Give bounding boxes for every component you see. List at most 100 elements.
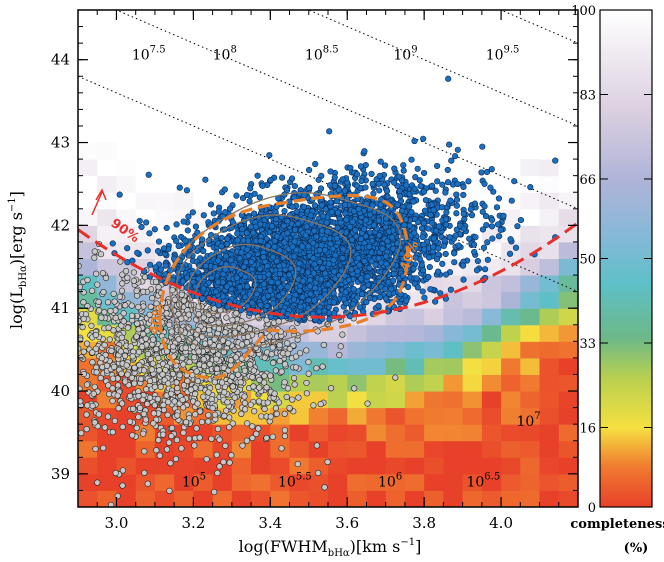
missed-point bbox=[337, 343, 344, 350]
missed-point bbox=[305, 370, 312, 377]
missed-point bbox=[104, 413, 112, 420]
heatmap-cell bbox=[539, 341, 560, 359]
missed-point bbox=[253, 430, 260, 438]
heatmap-cell bbox=[385, 457, 406, 475]
observed-point bbox=[362, 184, 369, 191]
missed-point bbox=[105, 324, 112, 331]
heatmap-cell bbox=[462, 324, 483, 342]
heatmap-cell bbox=[501, 225, 521, 243]
missed-point bbox=[153, 345, 160, 353]
missed-point bbox=[229, 317, 236, 324]
missed-point bbox=[140, 303, 147, 310]
observed-point bbox=[173, 237, 180, 245]
missed-point bbox=[168, 390, 175, 397]
heatmap-cell bbox=[520, 391, 541, 409]
heatmap-cell bbox=[366, 407, 387, 425]
heatmap-cell bbox=[501, 341, 521, 359]
heatmap-cell bbox=[462, 440, 483, 458]
heatmap-cell bbox=[578, 391, 598, 408]
heatmap-cell bbox=[539, 258, 560, 276]
heatmap-cell bbox=[558, 440, 578, 458]
heatmap-cell bbox=[443, 324, 464, 342]
observed-point bbox=[484, 256, 491, 263]
missed-point bbox=[149, 294, 156, 302]
heatmap-cell bbox=[78, 192, 98, 210]
heatmap-cell bbox=[520, 258, 541, 276]
heatmap-cell bbox=[443, 473, 464, 491]
heatmap-cell bbox=[520, 291, 541, 309]
observed-point bbox=[357, 163, 365, 170]
missed-point bbox=[284, 340, 291, 347]
observed-point bbox=[366, 264, 373, 272]
missed-point bbox=[205, 412, 212, 419]
missed-point bbox=[91, 419, 98, 426]
missed-point bbox=[140, 430, 147, 437]
heatmap-cell bbox=[270, 473, 291, 491]
missed-point bbox=[156, 452, 163, 459]
heatmap-cell bbox=[443, 490, 464, 507]
missed-point bbox=[202, 340, 209, 347]
observed-point bbox=[247, 185, 254, 192]
missed-point bbox=[250, 383, 257, 390]
missed-point bbox=[135, 348, 143, 356]
missed-point bbox=[133, 333, 140, 340]
heatmap-cell bbox=[558, 490, 578, 507]
missed-point bbox=[173, 436, 181, 444]
heatmap-cell bbox=[366, 440, 387, 458]
heatmap-cell bbox=[462, 291, 483, 309]
observed-point bbox=[506, 250, 514, 257]
heatmap-cell bbox=[578, 209, 598, 226]
missed-point bbox=[296, 350, 304, 357]
missed-point bbox=[192, 411, 199, 418]
missed-point bbox=[182, 418, 190, 426]
heatmap-cell bbox=[135, 192, 156, 210]
observed-point bbox=[471, 200, 479, 207]
missed-point bbox=[213, 451, 220, 458]
missed-point bbox=[223, 314, 230, 321]
missed-point bbox=[227, 357, 235, 364]
heatmap-cell bbox=[501, 473, 521, 491]
heatmap-cell bbox=[558, 192, 578, 210]
heatmap-cell bbox=[520, 275, 541, 293]
missed-point bbox=[303, 379, 310, 387]
missed-point bbox=[130, 277, 138, 284]
observed-point bbox=[281, 207, 288, 215]
heatmap-cell bbox=[520, 208, 541, 226]
missed-point bbox=[129, 432, 136, 439]
missed-point bbox=[80, 370, 87, 378]
missed-point bbox=[229, 383, 236, 390]
observed-point bbox=[246, 198, 253, 205]
missed-point bbox=[146, 394, 154, 401]
missed-point bbox=[242, 406, 249, 413]
missed-point bbox=[196, 434, 203, 441]
observed-point bbox=[425, 273, 432, 281]
missed-point bbox=[219, 337, 227, 344]
heatmap-cell bbox=[289, 440, 310, 458]
heatmap-cell bbox=[558, 142, 578, 160]
missed-point bbox=[130, 269, 137, 276]
missed-point bbox=[164, 411, 171, 419]
heatmap-cell bbox=[347, 357, 367, 375]
missed-point bbox=[172, 455, 180, 463]
observed-point bbox=[176, 184, 183, 191]
heatmap-cell bbox=[462, 308, 483, 326]
heatmap-cell bbox=[385, 324, 406, 342]
missed-point bbox=[185, 311, 192, 318]
missed-point bbox=[115, 405, 122, 412]
observed-point bbox=[511, 178, 518, 185]
heatmap-cell bbox=[404, 374, 425, 392]
missed-point bbox=[221, 412, 228, 420]
heatmap-cell bbox=[424, 440, 444, 458]
missed-point bbox=[103, 362, 111, 369]
observed-point bbox=[444, 166, 451, 174]
missed-point bbox=[166, 487, 173, 495]
heatmap-cell bbox=[424, 391, 444, 409]
heatmap-cell bbox=[404, 473, 425, 491]
heatmap-cell bbox=[328, 424, 348, 442]
observed-point bbox=[146, 230, 153, 237]
missed-point bbox=[119, 482, 126, 489]
heatmap-cell bbox=[520, 440, 541, 458]
observed-point bbox=[368, 258, 375, 265]
heatmap-cell bbox=[78, 225, 98, 243]
missed-point bbox=[247, 361, 254, 368]
